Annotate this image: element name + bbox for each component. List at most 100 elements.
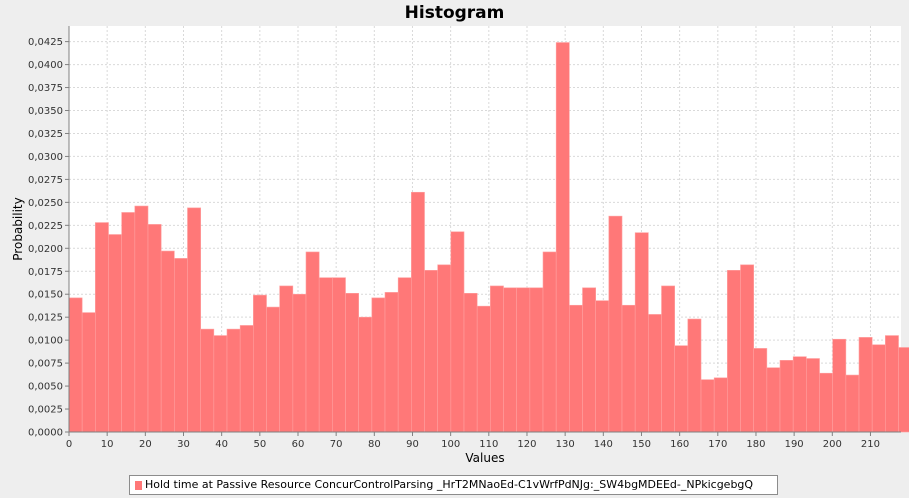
- histogram-bar: [239, 325, 254, 433]
- x-tick-label: 130: [556, 439, 575, 450]
- y-tick-label: 0,0300: [28, 152, 63, 163]
- histogram-bar: [687, 318, 702, 433]
- y-tick-label: 0,0050: [28, 382, 63, 393]
- y-tick-layer: 0,0000 0,0025 0,0050 0,0075 0,0100 0,0125 0,01…: [28, 37, 69, 439]
- y-tick-label: 0,0000: [28, 428, 63, 439]
- histogram-bar: [95, 222, 109, 433]
- histogram-bar: [542, 251, 557, 433]
- histogram-bar: [226, 328, 241, 433]
- y-tick-label: 0,0325: [28, 129, 63, 140]
- x-tick-label: 70: [330, 439, 343, 450]
- histogram-bar: [898, 347, 909, 433]
- x-tick-label: 210: [861, 439, 880, 450]
- histogram-bar: [384, 292, 399, 433]
- histogram-bar: [424, 270, 438, 433]
- legend-swatch: [135, 481, 142, 490]
- histogram-bar: [858, 337, 873, 433]
- histogram-bar: [358, 316, 373, 433]
- histogram-bar: [700, 379, 715, 433]
- x-tick-layer: 0 10 20 30 40 50 60 70 80 90 100 110 120 130 140 150 160…: [66, 432, 880, 450]
- histogram-bar: [437, 264, 452, 433]
- y-tick-label: 0,0275: [28, 175, 63, 186]
- histogram-bar: [871, 344, 886, 433]
- histogram-bar: [305, 251, 320, 433]
- histogram-bar: [766, 367, 781, 433]
- histogram-bar: [318, 277, 333, 433]
- x-tick-label: 150: [632, 439, 651, 450]
- histogram-bar: [608, 215, 623, 433]
- histogram-bar: [476, 305, 491, 433]
- histogram-bar: [81, 312, 96, 433]
- y-tick-label: 0,0075: [28, 359, 63, 370]
- histogram-bar: [371, 297, 386, 433]
- histogram-bar: [634, 232, 649, 433]
- y-tick-label: 0,0150: [28, 290, 63, 301]
- histogram-bar: [740, 264, 754, 433]
- y-tick-label: 0,0225: [28, 221, 63, 232]
- histogram-bar: [397, 277, 412, 433]
- histogram-bar: [253, 294, 267, 433]
- histogram-bar: [134, 205, 149, 433]
- x-tick-label: 120: [517, 439, 536, 450]
- x-tick-label: 160: [670, 439, 689, 450]
- y-tick-label: 0,0350: [28, 106, 63, 117]
- histogram-bar: [463, 292, 478, 433]
- x-tick-label: 90: [406, 439, 419, 450]
- histogram-bar: [200, 328, 215, 433]
- histogram-bar: [555, 42, 570, 433]
- histogram-bar: [345, 292, 359, 433]
- histogram-bar: [292, 293, 307, 433]
- histogram-bar: [174, 258, 188, 433]
- histogram-bar: [582, 287, 596, 433]
- histogram-bar: [832, 338, 847, 433]
- histogram-bar: [160, 250, 175, 433]
- histogram-bar: [595, 300, 610, 433]
- y-tick-label: 0,0200: [28, 244, 63, 255]
- y-tick-label: 0,0425: [28, 37, 63, 48]
- x-tick-label: 20: [139, 439, 152, 450]
- x-tick-label: 80: [368, 439, 381, 450]
- histogram-bar: [450, 231, 465, 433]
- histogram-bar: [332, 277, 346, 433]
- y-tick-label: 0,0175: [28, 267, 63, 278]
- x-tick-label: 10: [101, 439, 114, 450]
- x-tick-label: 180: [746, 439, 765, 450]
- histogram-bar: [819, 372, 833, 433]
- x-tick-label: 40: [215, 439, 228, 450]
- histogram-bar: [503, 287, 517, 433]
- histogram-bar: [516, 287, 531, 433]
- chart-title: Histogram: [404, 3, 505, 23]
- histogram-bar: [108, 234, 122, 433]
- x-tick-label: 30: [177, 439, 190, 450]
- x-tick-label: 110: [479, 439, 498, 450]
- histogram-bar: [529, 287, 544, 433]
- histogram-bar: [121, 212, 136, 433]
- histogram-bar: [845, 374, 860, 433]
- histogram-bar: [661, 285, 675, 433]
- histogram-bar: [885, 335, 899, 433]
- x-tick-label: 140: [594, 439, 613, 450]
- histogram-bar: [279, 285, 294, 433]
- histogram-bar: [713, 377, 728, 433]
- histogram-bar: [753, 348, 768, 433]
- x-tick-label: 60: [292, 439, 305, 450]
- y-tick-label: 0,0100: [28, 336, 63, 347]
- histogram-bar: [490, 285, 504, 433]
- histogram-bar: [68, 297, 83, 433]
- histogram-bar: [621, 304, 636, 433]
- x-tick-label: 190: [785, 439, 804, 450]
- histogram-bar: [147, 224, 162, 433]
- y-tick-label: 0,0375: [28, 83, 63, 94]
- y-tick-label: 0,0025: [28, 405, 63, 416]
- legend: Hold time at Passive Resource ConcurCont…: [129, 475, 778, 495]
- histogram-bar: [779, 360, 794, 433]
- histogram-bar: [411, 191, 425, 433]
- x-tick-label: 0: [66, 439, 72, 450]
- x-tick-label: 200: [823, 439, 842, 450]
- x-tick-label: 50: [253, 439, 266, 450]
- histogram-bar: [648, 314, 662, 433]
- histogram-bar: [792, 356, 807, 433]
- y-tick-label: 0,0250: [28, 198, 63, 209]
- histogram-bar: [213, 335, 228, 433]
